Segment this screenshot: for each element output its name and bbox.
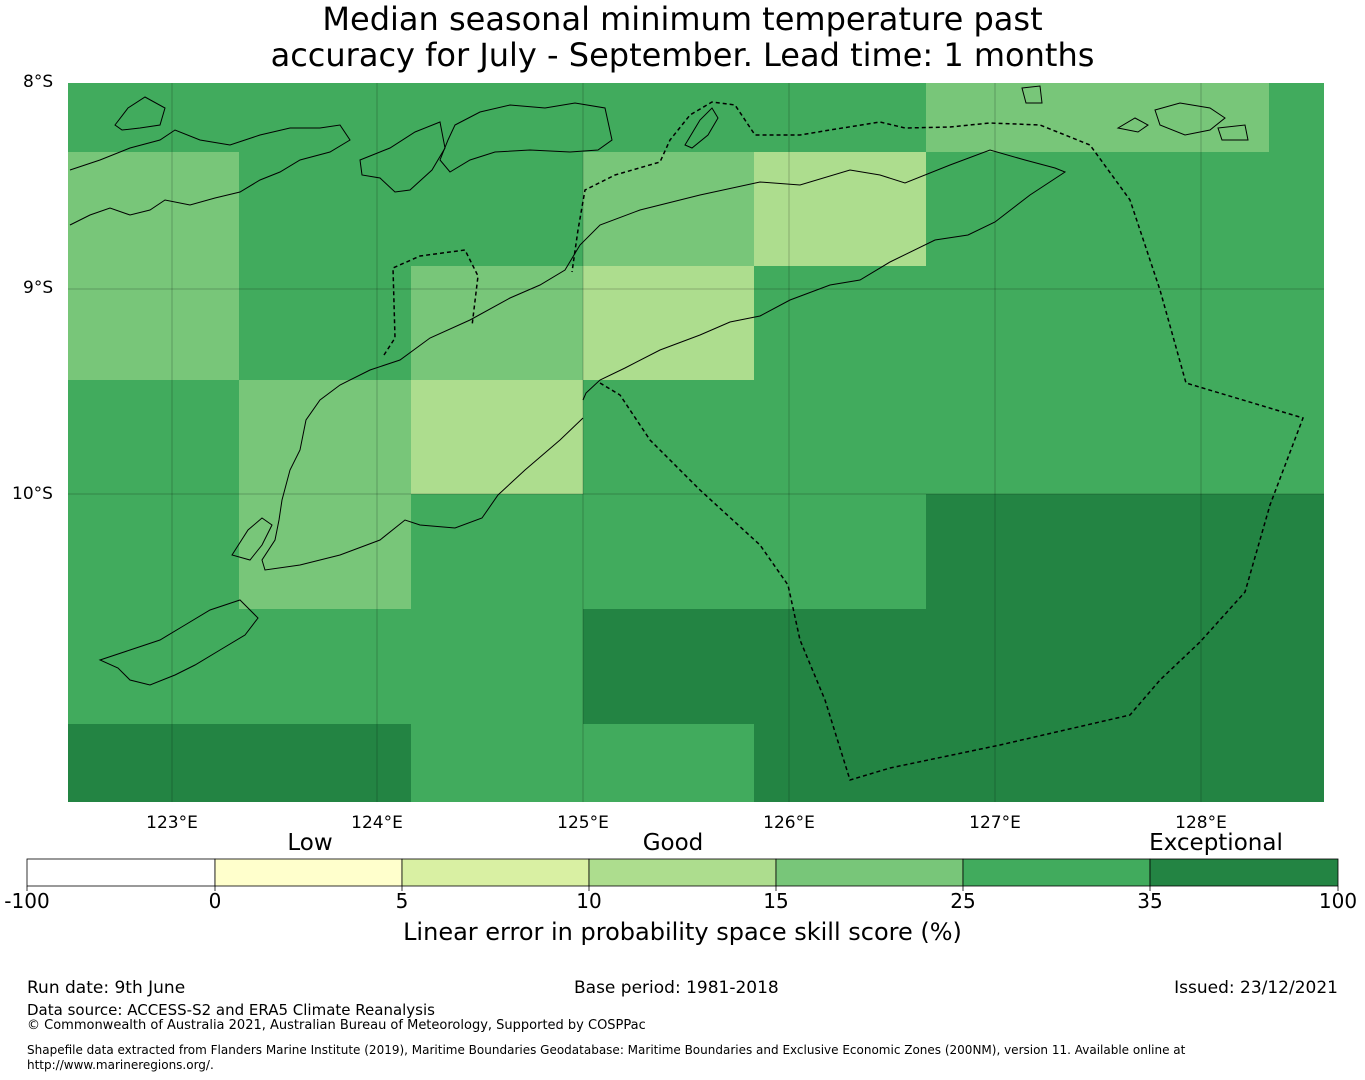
- heatmap-cell: [1269, 83, 1324, 152]
- colorbar-bin: [401, 858, 590, 887]
- colorbar-tick-label: -100: [4, 889, 50, 913]
- colorbar-axis-title: Linear error in probability space skill …: [403, 918, 962, 946]
- category-label-good: Good: [642, 830, 704, 856]
- colorbar-tick-label: 5: [395, 889, 409, 913]
- alor-island-coastline: [439, 102, 613, 173]
- pantar-island-coastline: [359, 121, 446, 193]
- heatmap-cell: [583, 266, 754, 380]
- lat-label: 8°S: [23, 72, 54, 92]
- heatmap-cell: [239, 266, 411, 380]
- heatmap-cell: [68, 380, 239, 609]
- colorbar: [26, 858, 1339, 891]
- colorbar-tick-label: 100: [1318, 889, 1358, 913]
- colorbar-tick-label: 0: [208, 889, 222, 913]
- semau-island-coastline: [231, 517, 273, 561]
- shapefile-credit: Shapefile data extracted from Flanders M…: [27, 1043, 1186, 1057]
- flores-island-coastline: [69, 124, 351, 226]
- skill-score-heatmap: [68, 83, 1324, 802]
- lakor-island-coastline: [1217, 124, 1249, 141]
- colorbar-bin: [962, 858, 1151, 887]
- timor-leste-eez-boundary: [571, 101, 1304, 781]
- chart-title-line-2: accuracy for July - September. Lead time…: [270, 36, 1095, 74]
- lon-label: 124°E: [351, 813, 403, 833]
- oecussi-eez-boundary: [383, 249, 479, 356]
- lat-label: 10°S: [12, 484, 53, 504]
- leti-island-coastline: [1116, 117, 1149, 133]
- lon-label: 126°E: [763, 813, 815, 833]
- colorbar-bin: [214, 858, 403, 887]
- colorbar-bin: [1149, 858, 1339, 887]
- heatmap-cell: [68, 152, 239, 380]
- heatmap-cell: [926, 83, 1269, 152]
- rote-island-coastline: [98, 599, 259, 686]
- colorbar-tick-label: 25: [950, 889, 976, 913]
- base-period: Base period: 1981-2018: [574, 978, 779, 998]
- lat-label: 9°S: [23, 278, 54, 298]
- run-date: Run date: 9th June: [27, 978, 186, 998]
- heatmap-cell: [68, 83, 926, 152]
- colorbar-tick-label: 35: [1137, 889, 1163, 913]
- heatmap-cell: [583, 152, 754, 266]
- lon-label: 123°E: [146, 813, 198, 833]
- atauro-island-coastline: [684, 107, 719, 149]
- heatmap-cell: [754, 724, 1324, 802]
- heatmap-cell: [68, 724, 411, 802]
- maritime-boundaries: [383, 101, 1304, 781]
- heatmap-cell: [411, 380, 583, 494]
- heatmap-cell: [754, 266, 926, 380]
- colorbar-tick-label: 15: [763, 889, 789, 913]
- colorbar-bin: [26, 858, 216, 887]
- heatmap-cell: [411, 494, 583, 609]
- heatmap-cell: [583, 494, 926, 609]
- heatmap-cell: [68, 609, 411, 724]
- lembata-island-coastline: [114, 96, 166, 131]
- heatmap-cell: [583, 609, 1324, 724]
- moa-island-coastline: [1154, 102, 1226, 136]
- heatmap-cell: [411, 609, 583, 802]
- colorbar-bin: [775, 858, 964, 887]
- kisar-island-coastline: [1021, 85, 1043, 104]
- copyright-notice: © Commonwealth of Australia 2021, Austra…: [27, 1018, 646, 1033]
- category-label-exceptional: Exceptional: [1149, 830, 1283, 856]
- colorbar-bin: [588, 858, 777, 887]
- chart-title-line-1: Median seasonal minimum temperature past: [322, 0, 1043, 38]
- heatmap-cell: [926, 494, 1324, 609]
- heatmap-cell: [926, 152, 1324, 380]
- timor-island-coastline: [261, 149, 1067, 571]
- heatmap-cell: [239, 152, 583, 266]
- coastlines: [69, 85, 1249, 686]
- heatmap-cell: [583, 380, 1324, 494]
- category-label-low: Low: [287, 830, 333, 856]
- heatmap-cell: [754, 152, 926, 266]
- lon-label: 125°E: [557, 813, 609, 833]
- data-source: Data source: ACCESS-S2 and ERA5 Climate …: [27, 1001, 435, 1019]
- issued-date: Issued: 23/12/2021: [1174, 978, 1338, 998]
- shapefile-url: http://www.marineregions.org/.: [27, 1058, 214, 1072]
- heatmap-cell: [583, 724, 754, 802]
- colorbar-tick-label: 10: [576, 889, 602, 913]
- lon-label: 128°E: [1175, 813, 1227, 833]
- lon-label: 127°E: [969, 813, 1021, 833]
- heatmap-cell: [411, 266, 583, 380]
- heatmap-cell: [239, 380, 411, 609]
